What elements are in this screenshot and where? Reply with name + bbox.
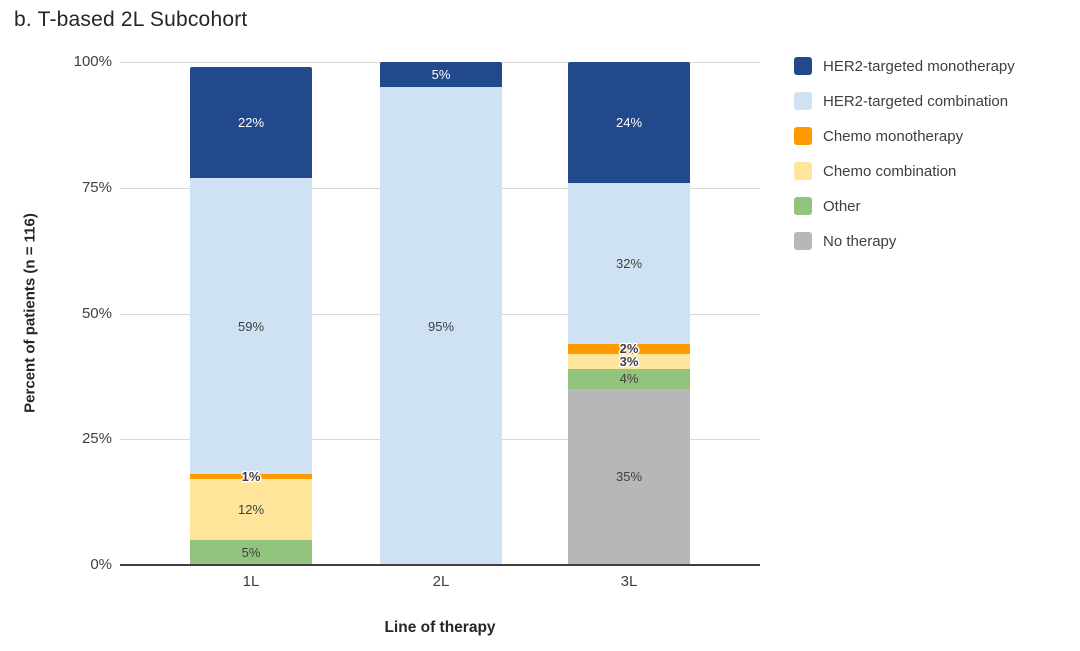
legend-item: Chemo combination <box>794 162 1015 180</box>
stacked-bar-3L: 24% 32% 2% 3% 4% 35% <box>568 62 690 565</box>
bar-segment: 3% <box>568 353 690 369</box>
y-tick-label: 75% <box>81 178 112 196</box>
bar-segment: 5% <box>380 62 502 88</box>
bar-segment-label: 12% <box>237 502 265 518</box>
bar-segment: 2% <box>568 341 690 357</box>
bar-segment-label: 3% <box>619 353 639 369</box>
stacked-bar-1L: 22% 59% 1% 12% 5% <box>190 67 312 565</box>
legend-swatch-icon <box>794 197 812 215</box>
legend-swatch-icon <box>794 57 812 75</box>
bar-segment: 32% <box>568 182 690 344</box>
bar-segment: 35% <box>568 388 690 565</box>
legend-item: HER2-targeted monotherapy <box>794 57 1015 75</box>
legend-label: Chemo monotherapy <box>823 127 964 145</box>
legend-label: Chemo combination <box>823 162 957 180</box>
x-axis-line <box>120 564 760 566</box>
bar-segment: 12% <box>190 479 312 540</box>
plot-area: 22% 59% 1% 12% 5% 5% 95% 24% 32% 2% 3% 4% 35% <box>120 62 760 566</box>
bar-segment-label: 95% <box>427 318 455 334</box>
bar-segment-label: 4% <box>619 371 639 387</box>
x-tick-label: 3L <box>620 573 638 590</box>
bar-segment-label: 22% <box>237 114 265 130</box>
legend-item: Chemo monotherapy <box>794 127 1015 145</box>
bar-segment: 95% <box>380 87 502 565</box>
bar-segment: 22% <box>190 67 312 178</box>
legend-label: No therapy <box>823 232 897 250</box>
stacked-bar-2L: 5% 95% <box>380 62 502 565</box>
x-axis-title: Line of therapy <box>384 619 496 636</box>
bar-segment: 59% <box>190 177 312 475</box>
legend-label: HER2-targeted combination <box>823 92 1009 110</box>
bar-segment: 4% <box>568 368 690 389</box>
bar-segment-label: 2% <box>619 341 639 357</box>
bar-segment-label: 24% <box>615 114 643 130</box>
bar-segment: 24% <box>568 62 690 183</box>
x-tick-label: 2L <box>432 573 450 590</box>
bar-segment-label: 5% <box>431 67 451 83</box>
legend-swatch-icon <box>794 232 812 250</box>
bar-segment: 5% <box>190 539 312 565</box>
legend-item: No therapy <box>794 232 1015 250</box>
legend-item: Other <box>794 197 1015 215</box>
legend-label: HER2-targeted monotherapy <box>823 57 1015 75</box>
y-tick-label: 50% <box>81 304 112 322</box>
bar-segment-label: 1% <box>241 469 261 485</box>
legend-swatch-icon <box>794 127 812 145</box>
bar-segment-label: 59% <box>237 318 265 334</box>
bar-segment-label: 35% <box>615 469 643 485</box>
figure-title: b. T-based 2L Subcohort <box>14 8 248 31</box>
y-tick-label: 0% <box>90 556 112 573</box>
legend: HER2-targeted monotherapy HER2-targeted c… <box>794 57 1015 267</box>
legend-swatch-icon <box>794 162 812 180</box>
bar-segment-label: 32% <box>615 255 643 271</box>
bar-segment: 1% <box>190 470 312 483</box>
y-tick-label: 25% <box>81 430 112 448</box>
bar-segment-label: 5% <box>241 544 261 560</box>
legend-item: HER2-targeted combination <box>794 92 1015 110</box>
y-tick-label: 100% <box>73 53 112 70</box>
legend-label: Other <box>823 197 861 215</box>
x-tick-label: 1L <box>242 573 260 590</box>
legend-swatch-icon <box>794 92 812 110</box>
